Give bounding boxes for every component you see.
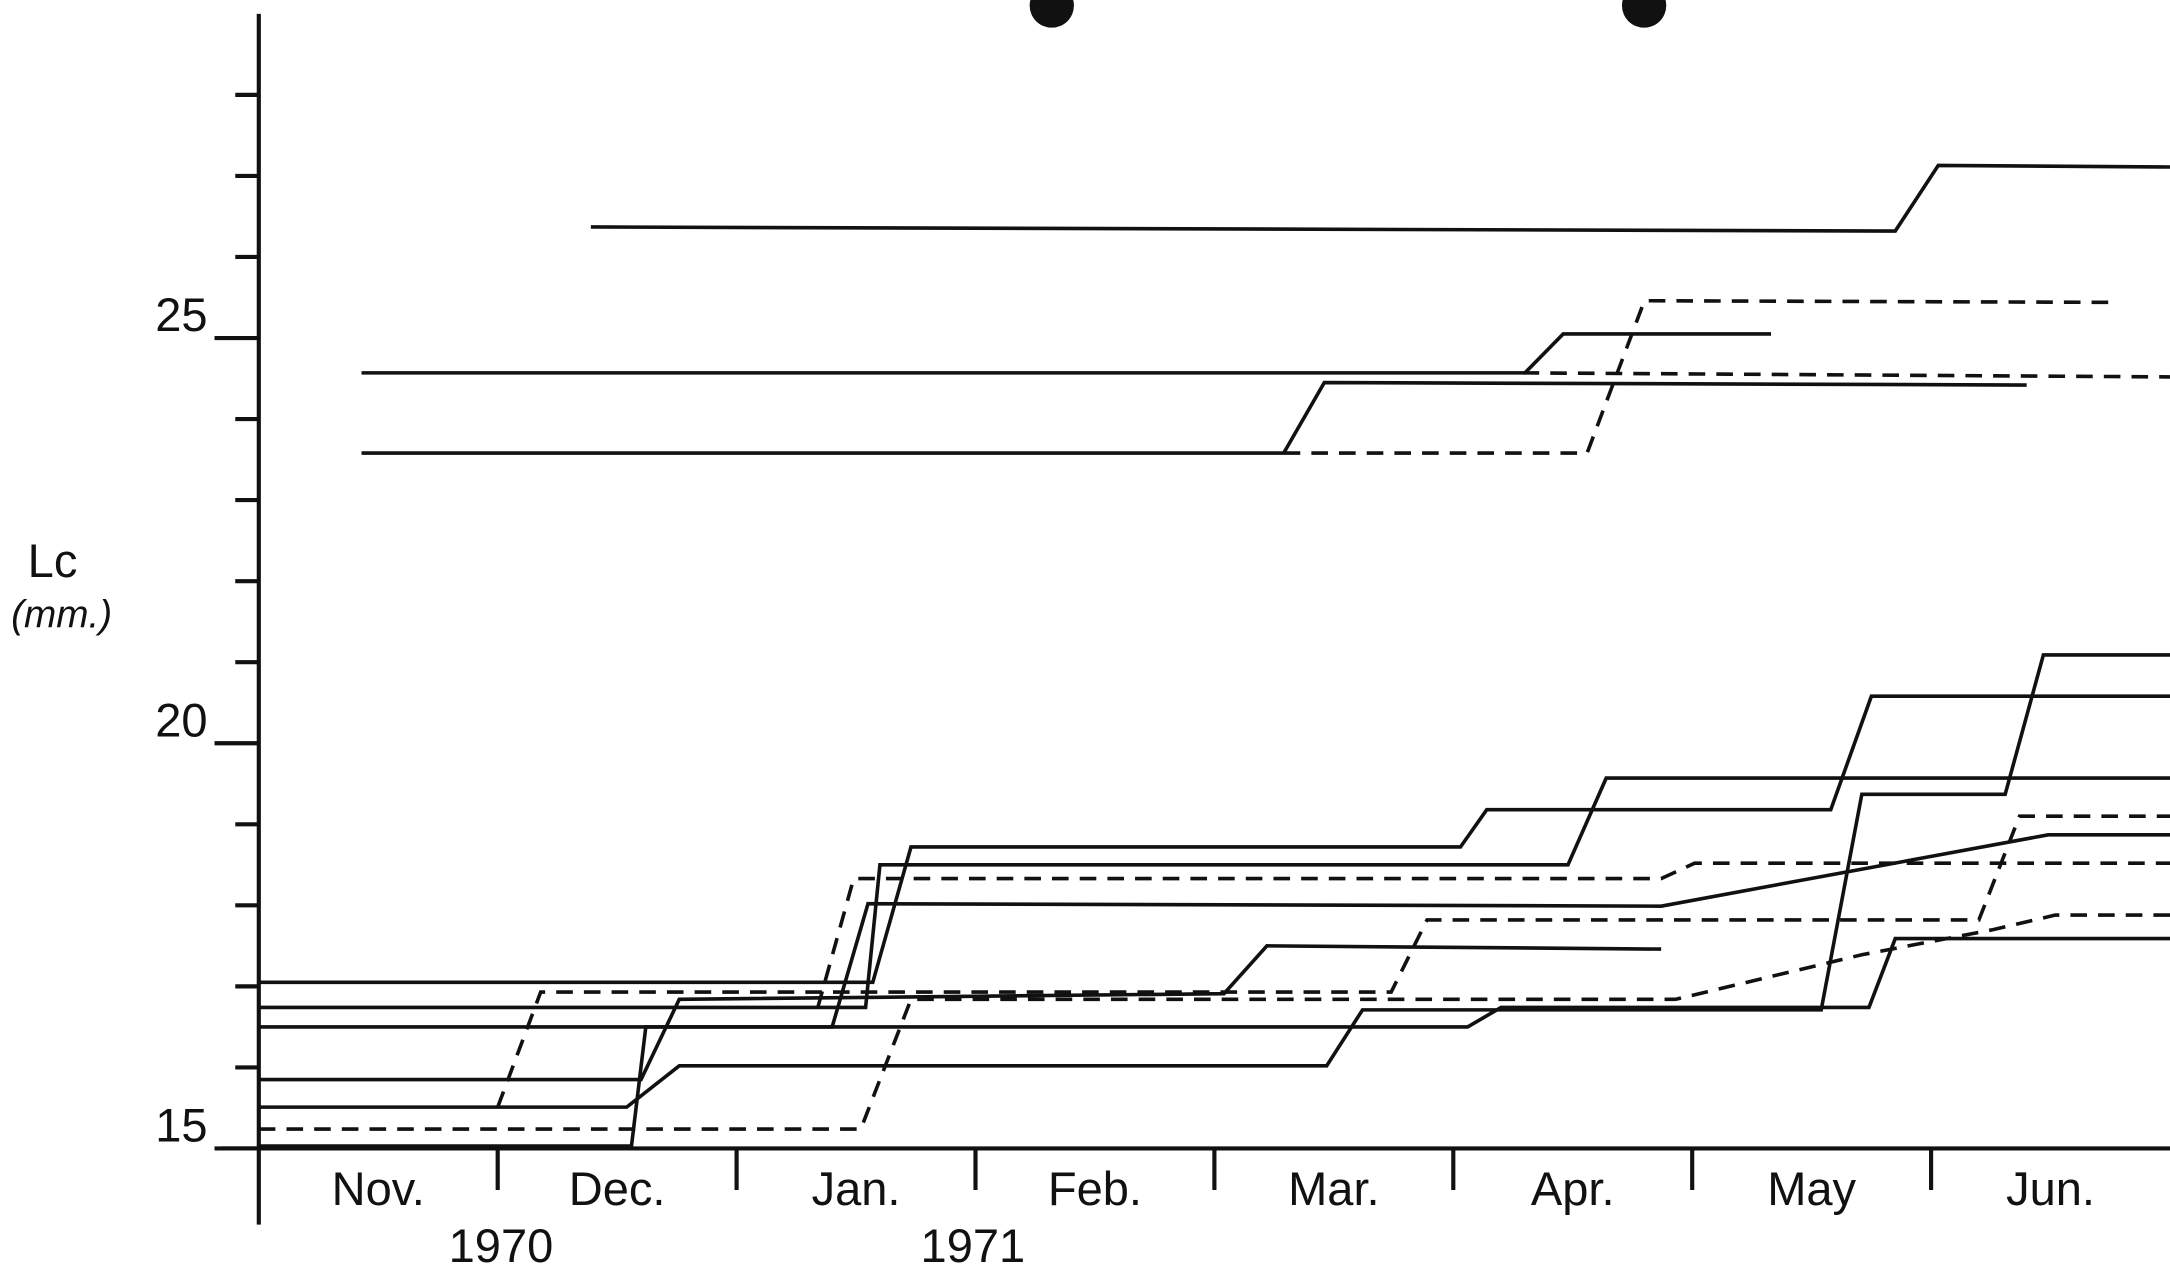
- y-tick-label: 15: [155, 1099, 207, 1152]
- series-line: [361, 332, 1772, 375]
- x-tick-label: Jun.: [2006, 1162, 2095, 1215]
- series-line: [816, 861, 2170, 1008]
- series-line: [258, 944, 1662, 1082]
- x-tick-label: Mar.: [1288, 1162, 1379, 1215]
- series-line: [590, 163, 2170, 233]
- series-line: [496, 814, 2170, 1108]
- x-tick-label: Feb.: [1048, 1162, 1142, 1215]
- x-tick-label: Apr.: [1531, 1162, 1615, 1215]
- series-line: [258, 913, 2170, 1131]
- series-line: [258, 694, 2170, 985]
- y-tick-label: 25: [155, 288, 207, 341]
- x-tick-label: Nov.: [332, 1162, 425, 1215]
- year-label: 1970: [449, 1219, 554, 1272]
- x-tick-label: May: [1767, 1162, 1856, 1215]
- y-axis-label: Lc: [28, 534, 78, 587]
- marker-dot: [1029, 0, 1074, 28]
- series-line: [258, 776, 2170, 1010]
- series-line: [361, 380, 2027, 455]
- y-tick-label: 20: [155, 693, 207, 746]
- marker-dot: [1621, 0, 1667, 28]
- series-line: [1283, 298, 2111, 455]
- series-line: [258, 653, 2170, 1109]
- series-line: [258, 936, 2170, 1148]
- x-tick-label: Jan.: [812, 1162, 901, 1215]
- x-tick-label: Dec.: [569, 1162, 666, 1215]
- y-axis-unit: (mm.): [11, 593, 112, 636]
- series-line: [1522, 371, 2170, 379]
- year-label: 1971: [921, 1219, 1026, 1272]
